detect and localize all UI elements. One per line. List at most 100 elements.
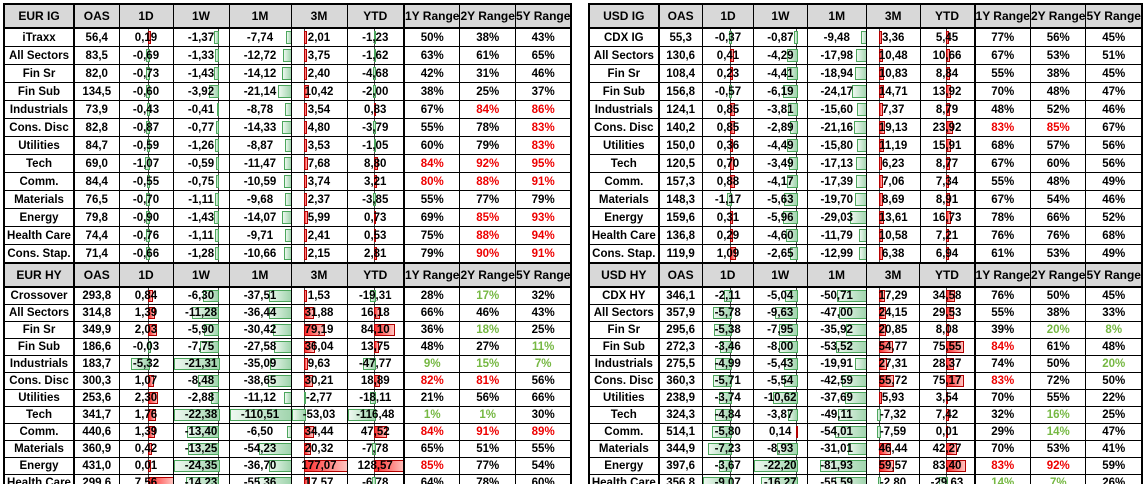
- cell-1y-range[interactable]: 48%: [403, 338, 461, 356]
- cell-1w[interactable]: -8,00: [752, 338, 808, 356]
- cell-1w[interactable]: -5,04: [752, 286, 808, 305]
- cell-1m[interactable]: -36,70: [228, 457, 292, 475]
- cell-1m[interactable]: -37,69: [806, 389, 867, 407]
- cell-1d[interactable]: -7,23: [701, 440, 754, 458]
- cell-1m[interactable]: -49,11: [806, 406, 867, 424]
- cell-ytd[interactable]: 0,01: [919, 423, 976, 441]
- cell-3m[interactable]: -7,32: [865, 406, 921, 424]
- cell-oas[interactable]: 360,3: [658, 372, 703, 390]
- cell-5y-range[interactable]: 46%: [514, 64, 572, 83]
- row-label[interactable]: Comm.: [3, 423, 75, 441]
- cell-1m[interactable]: -42,59: [806, 372, 867, 390]
- cell-1d[interactable]: -0,66: [118, 244, 174, 264]
- cell-5y-range[interactable]: 25%: [1085, 406, 1143, 424]
- cell-3m[interactable]: 24,15: [865, 304, 921, 322]
- cell-5y-range[interactable]: 55%: [514, 440, 572, 458]
- cell-1d[interactable]: -0,03: [118, 338, 174, 356]
- cell-1m[interactable]: -19,70: [806, 190, 867, 209]
- cell-ytd[interactable]: 34,58: [919, 286, 976, 305]
- cell-1w[interactable]: -2,88: [172, 389, 230, 407]
- row-label[interactable]: Energy: [3, 208, 75, 227]
- cell-oas[interactable]: 238,9: [658, 389, 703, 407]
- cell-1m[interactable]: -55,36: [228, 474, 292, 484]
- cell-oas[interactable]: 130,6: [658, 46, 703, 65]
- cell-1w[interactable]: -13,40: [172, 423, 230, 441]
- cell-2y-range[interactable]: 61%: [459, 46, 516, 65]
- cell-5y-range[interactable]: 49%: [1085, 244, 1143, 264]
- row-label[interactable]: Industrials: [3, 100, 75, 119]
- cell-1y-range[interactable]: 79%: [403, 244, 461, 264]
- cell-1m[interactable]: -36,44: [228, 304, 292, 322]
- cell-1w[interactable]: -1,11: [172, 226, 230, 245]
- column-header-ytd[interactable]: YTD: [919, 3, 976, 29]
- cell-ytd[interactable]: 10,66: [919, 46, 976, 65]
- cell-ytd[interactable]: 3,21: [346, 172, 405, 191]
- cell-5y-range[interactable]: 46%: [1085, 100, 1143, 119]
- cell-3m[interactable]: 19,13: [865, 118, 921, 137]
- cell-1m[interactable]: -27,58: [228, 338, 292, 356]
- row-label[interactable]: Cons. Disc: [3, 372, 75, 390]
- cell-1y-range[interactable]: 78%: [974, 208, 1031, 227]
- cell-1m[interactable]: -8,87: [228, 136, 292, 155]
- cell-1d[interactable]: 0,01: [118, 457, 174, 475]
- cell-1d[interactable]: -0,90: [118, 208, 174, 227]
- cell-2y-range[interactable]: 66%: [1029, 208, 1087, 227]
- cell-1w[interactable]: -1,43: [172, 64, 230, 83]
- cell-1y-range[interactable]: 28%: [403, 286, 461, 305]
- column-header-5y-range[interactable]: 5Y Range: [514, 262, 572, 288]
- cell-ytd[interactable]: -3,85: [346, 190, 405, 209]
- cell-1y-range[interactable]: 60%: [403, 136, 461, 155]
- cell-2y-range[interactable]: 78%: [459, 474, 516, 484]
- cell-ytd[interactable]: 8,91: [919, 190, 976, 209]
- cell-3m[interactable]: 17,57: [290, 474, 348, 484]
- cell-3m[interactable]: 3,53: [290, 136, 348, 155]
- column-header-5y-range[interactable]: 5Y Range: [1085, 262, 1143, 288]
- cell-3m[interactable]: 11,19: [865, 136, 921, 155]
- cell-1d[interactable]: -2,11: [701, 286, 754, 305]
- cell-oas[interactable]: 440,6: [73, 423, 120, 441]
- cell-oas[interactable]: 299,6: [73, 474, 120, 484]
- cell-2y-range[interactable]: 54%: [1029, 190, 1087, 209]
- cell-1w[interactable]: -7,75: [172, 338, 230, 356]
- cell-5y-range[interactable]: 20%: [1085, 355, 1143, 373]
- cell-5y-range[interactable]: 67%: [1085, 118, 1143, 137]
- cell-5y-range[interactable]: 45%: [1085, 64, 1143, 83]
- cell-5y-range[interactable]: 94%: [514, 226, 572, 245]
- cell-1y-range[interactable]: 42%: [403, 64, 461, 83]
- cell-2y-range[interactable]: 85%: [459, 208, 516, 227]
- cell-1y-range[interactable]: 50%: [403, 27, 461, 47]
- cell-3m[interactable]: 36,04: [290, 338, 348, 356]
- cell-3m[interactable]: 7,37: [865, 100, 921, 119]
- cell-1w[interactable]: -5,43: [752, 355, 808, 373]
- cell-ytd[interactable]: 75,17: [919, 372, 976, 390]
- cell-1y-range[interactable]: 63%: [403, 46, 461, 65]
- cell-1d[interactable]: -0,57: [701, 82, 755, 101]
- cell-3m[interactable]: 4,80: [290, 118, 348, 137]
- cell-oas[interactable]: 156,8: [658, 82, 703, 101]
- cell-1y-range[interactable]: 48%: [974, 100, 1031, 119]
- cell-1d[interactable]: -0,43: [118, 100, 174, 119]
- cell-3m[interactable]: 59,57: [865, 457, 921, 475]
- cell-1d[interactable]: -0,73: [118, 64, 174, 83]
- cell-1w[interactable]: -5,54: [752, 372, 808, 390]
- cell-1d[interactable]: -0,69: [118, 46, 174, 65]
- column-header-1m[interactable]: 1M: [228, 262, 292, 288]
- cell-ytd[interactable]: 128,57: [346, 457, 405, 475]
- cell-3m[interactable]: -2,77: [290, 389, 348, 407]
- cell-2y-range[interactable]: 85%: [1029, 118, 1087, 137]
- cell-1w[interactable]: -3,87: [752, 406, 808, 424]
- cell-1d[interactable]: -1,17: [701, 190, 755, 209]
- cell-5y-range[interactable]: 59%: [1085, 457, 1143, 475]
- cell-3m[interactable]: 10,58: [865, 226, 921, 245]
- cell-oas[interactable]: 71,4: [73, 244, 120, 264]
- cell-oas[interactable]: 357,9: [658, 304, 703, 322]
- column-header-1y-range[interactable]: 1Y Range: [403, 262, 461, 288]
- cell-oas[interactable]: 157,3: [658, 172, 703, 191]
- cell-1d[interactable]: 0,70: [701, 154, 755, 173]
- cell-1y-range[interactable]: 84%: [974, 338, 1032, 356]
- cell-1d[interactable]: -3,46: [701, 338, 754, 356]
- cell-1d[interactable]: -0,76: [118, 226, 174, 245]
- cell-oas[interactable]: 300,3: [73, 372, 120, 390]
- cell-1y-range[interactable]: 55%: [403, 118, 461, 137]
- column-header-1m[interactable]: 1M: [806, 3, 867, 29]
